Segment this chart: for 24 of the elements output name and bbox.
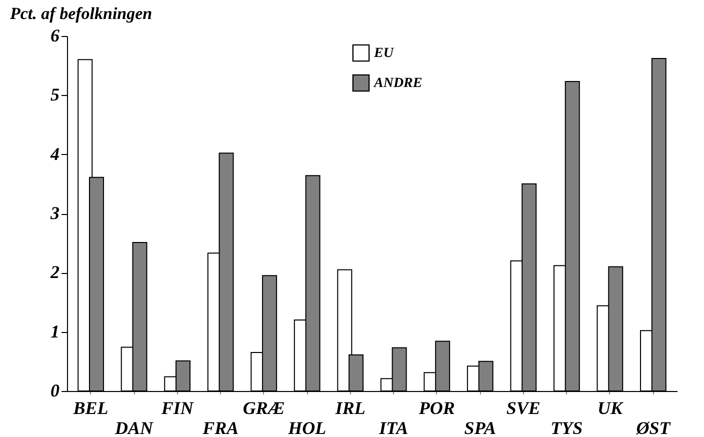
y-tick-label: 2	[50, 262, 60, 282]
x-tick-label: TYS	[550, 418, 583, 437]
y-tick-label: 1	[50, 321, 60, 342]
legend-label: EU	[373, 46, 394, 61]
x-tick-label: IRL	[334, 398, 366, 418]
x-tick-label: GRÆ	[242, 398, 285, 418]
legend-label: ANDRE	[373, 76, 422, 91]
y-tick-label: 0	[50, 380, 60, 400]
y-tick-label: 4	[50, 144, 60, 164]
y-tick-label: 5	[50, 84, 60, 105]
x-tick-label: UK	[597, 398, 624, 418]
x-tick-label: ØST	[635, 418, 672, 437]
x-tick-label: FIN	[160, 398, 194, 418]
x-tick-label: SPA	[464, 418, 496, 437]
x-tick-label: ITA	[378, 418, 408, 437]
y-axis-title: Pct. af befolkningen	[9, 4, 152, 23]
x-tick-label: SVE	[506, 398, 540, 418]
x-tick-label: DAN	[114, 418, 154, 437]
x-tick-label: FRA	[202, 418, 239, 437]
x-tick-label: HOL	[287, 418, 326, 437]
x-tick-label: POR	[418, 398, 455, 418]
y-tick-label: 6	[50, 26, 60, 46]
x-tick-label: BEL	[72, 398, 108, 418]
y-tick-label: 3	[50, 203, 60, 223]
